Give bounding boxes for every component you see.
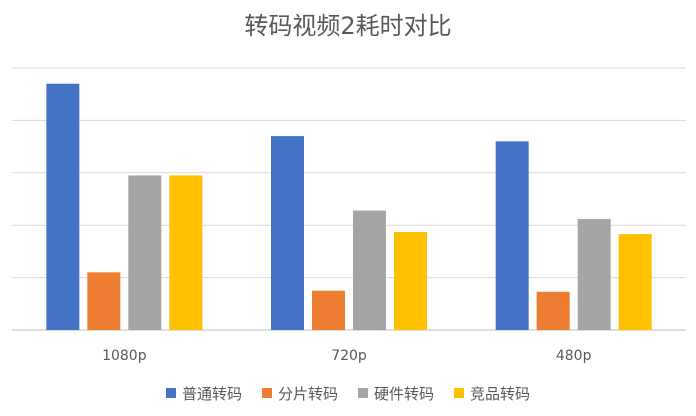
bar (87, 272, 121, 330)
bar (577, 218, 611, 330)
legend-item: 硬件转码 (358, 385, 434, 403)
legend-swatch (358, 388, 368, 398)
x-tick-label: 480p (556, 348, 592, 364)
bar (128, 175, 162, 330)
legend-item: 竞品转码 (454, 385, 530, 403)
legend-label: 分片转码 (278, 385, 338, 403)
bar (618, 234, 652, 330)
legend-swatch (166, 388, 176, 398)
legend-label: 普通转码 (182, 385, 242, 403)
bar (353, 210, 386, 330)
chart-title: 转码视频2耗时对比 (244, 12, 451, 40)
bar (312, 290, 345, 330)
legend-swatch (454, 388, 464, 398)
legend: 普通转码 分片转码 硬件转码 竞品转码 (166, 385, 530, 403)
legend-item: 普通转码 (166, 385, 242, 403)
bar (394, 232, 427, 330)
legend-swatch (262, 388, 272, 398)
x-axis: 1080p 720p 480p (102, 348, 592, 364)
x-tick-label: 720p (331, 348, 367, 364)
bar (536, 291, 570, 330)
legend-label: 竞品转码 (470, 385, 530, 403)
x-tick-label: 1080p (102, 348, 147, 364)
bar (46, 83, 80, 330)
bar (495, 141, 529, 330)
bar (169, 175, 203, 330)
bars (46, 83, 652, 330)
bar (271, 136, 304, 330)
legend-item: 分片转码 (262, 385, 338, 403)
legend-label: 硬件转码 (374, 385, 434, 403)
gridlines (12, 67, 686, 331)
